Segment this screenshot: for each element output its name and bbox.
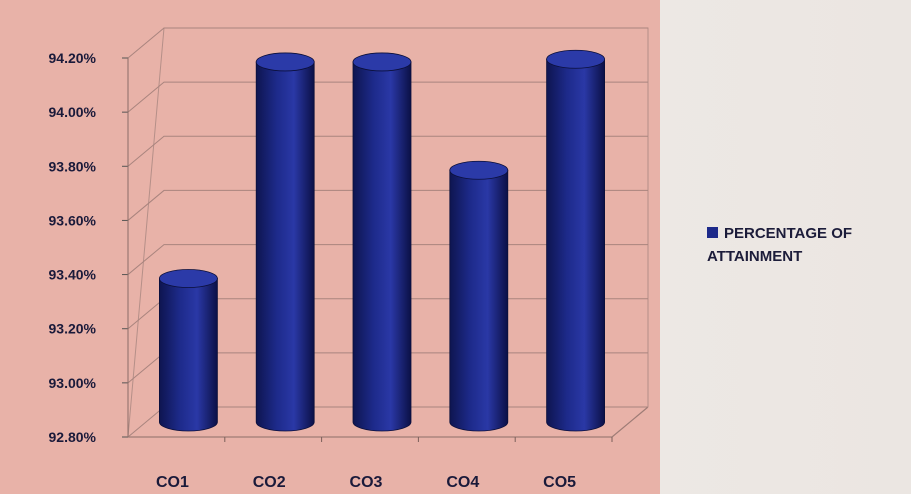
y-tick-label: 92.80% (49, 429, 97, 445)
bar-body (449, 169, 509, 432)
bar-co5 (546, 49, 605, 432)
gridline (127, 27, 648, 59)
y-tick-label: 93.00% (49, 375, 97, 391)
x-tick-label: CO2 (253, 474, 286, 491)
bar-top (449, 160, 509, 180)
x-tick-label: CO1 (156, 474, 189, 491)
y-tick-label: 93.60% (49, 212, 97, 228)
bar-top (158, 269, 218, 288)
x-tick-label: CO5 (543, 474, 576, 491)
y-tick-label: 93.20% (49, 321, 97, 337)
x-tick-label: CO3 (350, 474, 383, 491)
bar-co1 (158, 269, 218, 432)
bar-body (159, 278, 218, 432)
bar-co2 (255, 52, 315, 432)
bar-top (546, 49, 605, 69)
bar-body (352, 61, 412, 432)
bar-co3 (352, 52, 412, 432)
legend: PERCENTAGE OF ATTAINMENT (707, 222, 907, 268)
x-tick-label: CO4 (446, 474, 479, 491)
legend-label: PERCENTAGE OF ATTAINMENT (707, 225, 853, 265)
y-tick-label: 94.00% (49, 104, 97, 120)
bar-body (255, 61, 315, 432)
bar-top (352, 52, 412, 72)
y-tick-label: 94.20% (49, 50, 97, 66)
bar-top (255, 52, 315, 72)
bar-co4 (449, 160, 509, 432)
gridline (127, 135, 648, 167)
legend-swatch (707, 227, 718, 238)
gridline (127, 81, 648, 113)
bar-body (546, 58, 605, 432)
y-tick-label: 93.40% (49, 267, 97, 283)
y-tick-label: 93.80% (49, 158, 97, 174)
